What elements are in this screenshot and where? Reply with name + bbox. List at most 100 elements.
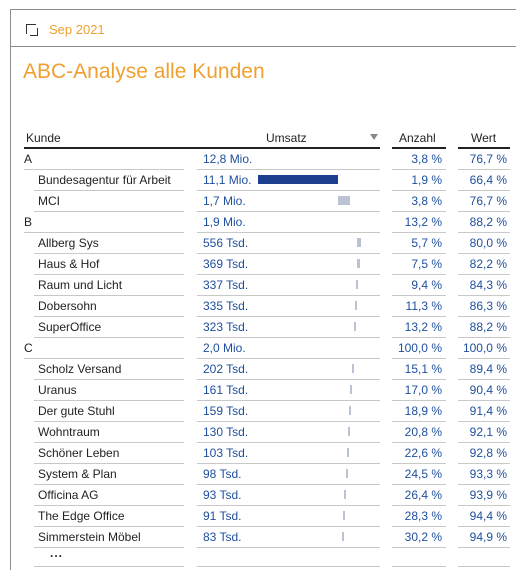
umsatz-cell: 1,9 Mio. xyxy=(197,212,380,233)
wert-value: 93,3 % xyxy=(469,467,507,481)
table-row[interactable]: Officina AG 93 Tsd. 26,4 % 93,9 % xyxy=(0,485,516,506)
group-row[interactable]: C 2,0 Mio. 100,0 % 100,0 % xyxy=(0,338,516,359)
wert-cell: 93,9 % xyxy=(458,485,510,506)
table-row[interactable]: Raum und Licht 337 Tsd. 9,4 % 84,3 % xyxy=(0,275,516,296)
group-row[interactable]: B 1,9 Mio. 13,2 % 88,2 % xyxy=(0,212,516,233)
customer-name: Bundesagentur für Arbeit xyxy=(38,173,171,187)
umsatz-value: 12,8 Mio. xyxy=(203,152,253,166)
umsatz-cell: 91 Tsd. xyxy=(197,506,380,527)
wert-value: 92,1 % xyxy=(469,425,507,439)
umsatz-value: 337 Tsd. xyxy=(203,278,249,292)
revenue-bar xyxy=(343,511,345,520)
customer-name: MCI xyxy=(38,194,60,208)
wert-value: 82,2 % xyxy=(469,257,507,271)
customer-name: Der gute Stuhl xyxy=(38,404,115,418)
column-header-umsatz[interactable]: Umsatz xyxy=(266,131,307,145)
group-row[interactable]: A 12,8 Mio. 3,8 % 76,7 % xyxy=(0,149,516,170)
umsatz-value: 335 Tsd. xyxy=(203,299,249,313)
table-row[interactable]: Dobersohn 335 Tsd. 11,3 % 86,3 % xyxy=(0,296,516,317)
frame-left-border xyxy=(10,9,11,570)
wert-value: 86,3 % xyxy=(469,299,507,313)
customer-name-cell: Haus & Hof xyxy=(34,254,184,275)
revenue-bar xyxy=(355,301,357,310)
group-name-cell: A xyxy=(24,149,184,170)
wert-value: 66,4 % xyxy=(469,173,507,187)
wert-value: 100,0 % xyxy=(462,341,507,355)
table-row[interactable]: The Edge Office 91 Tsd. 28,3 % 94,4 % xyxy=(0,506,516,527)
wert-cell: 82,2 % xyxy=(458,254,510,275)
umsatz-cell: 98 Tsd. xyxy=(197,464,380,485)
wert-cell: 94,4 % xyxy=(458,506,510,527)
umsatz-cell: 202 Tsd. xyxy=(197,359,380,380)
anzahl-cell: 15,1 % xyxy=(392,359,446,380)
group-name: B xyxy=(24,215,33,229)
umsatz-cell: 1,7 Mio. xyxy=(197,191,380,212)
anzahl-value: 9,4 % xyxy=(411,278,442,292)
umsatz-cell: 335 Tsd. xyxy=(197,296,380,317)
table-row[interactable]: Simmerstein Möbel 83 Tsd. 30,2 % 94,9 % xyxy=(0,527,516,548)
table-row[interactable]: Bundesagentur für Arbeit 11,1 Mio. 1,9 % 66… xyxy=(0,170,516,191)
expand-icon[interactable] xyxy=(26,23,38,36)
anzahl-value: 13,2 % xyxy=(404,320,442,334)
column-header-wert[interactable]: Wert xyxy=(471,131,497,145)
sort-descending-icon[interactable] xyxy=(370,134,378,140)
customer-name-cell: Scholz Versand xyxy=(34,359,184,380)
umsatz-value: 130 Tsd. xyxy=(203,425,249,439)
umsatz-value: 93 Tsd. xyxy=(203,488,242,502)
anzahl-value: 28,3 % xyxy=(404,509,442,523)
customer-name-cell: Allberg Sys xyxy=(34,233,184,254)
period-label[interactable]: Sep 2021 xyxy=(49,21,105,37)
wert-cell: 76,7 % xyxy=(458,191,510,212)
column-header-kunde[interactable]: Kunde xyxy=(26,131,61,145)
revenue-bar xyxy=(338,196,350,205)
anzahl-cell: 17,0 % xyxy=(392,380,446,401)
umsatz-value: 159 Tsd. xyxy=(203,404,249,418)
customer-name-cell: Schöner Leben xyxy=(34,443,184,464)
wert-value: 76,7 % xyxy=(469,194,507,208)
table-row[interactable]: Der gute Stuhl 159 Tsd. 18,9 % 91,4 % xyxy=(0,401,516,422)
wert-cell: 93,3 % xyxy=(458,464,510,485)
table-row[interactable]: Scholz Versand 202 Tsd. 15,1 % 89,4 % xyxy=(0,359,516,380)
table-row[interactable]: MCI 1,7 Mio. 3,8 % 76,7 % xyxy=(0,191,516,212)
header-underline xyxy=(458,147,510,149)
wert-cell: 80,0 % xyxy=(458,233,510,254)
table-row[interactable]: SuperOffice 323 Tsd. 13,2 % 88,2 % xyxy=(0,317,516,338)
wert-value: 94,4 % xyxy=(469,509,507,523)
customer-name: Raum und Licht xyxy=(38,278,123,292)
column-header-anzahl[interactable]: Anzahl xyxy=(399,131,436,145)
anzahl-cell: 22,6 % xyxy=(392,443,446,464)
anzahl-cell: 3,8 % xyxy=(392,149,446,170)
wert-value: 76,7 % xyxy=(469,152,507,166)
anzahl-value: 17,0 % xyxy=(404,383,442,397)
revenue-bar xyxy=(350,385,352,394)
customer-name-cell: Raum und Licht xyxy=(34,275,184,296)
umsatz-cell: 11,1 Mio. xyxy=(197,170,380,191)
anzahl-cell: 20,8 % xyxy=(392,422,446,443)
table-row[interactable]: Haus & Hof 369 Tsd. 7,5 % 82,2 % xyxy=(0,254,516,275)
revenue-bar xyxy=(347,448,349,457)
wert-cell: 100,0 % xyxy=(458,338,510,359)
table-bottom-rule xyxy=(34,566,184,567)
revenue-bar xyxy=(344,490,346,499)
anzahl-cell: 1,9 % xyxy=(392,170,446,191)
umsatz-cell: 103 Tsd. xyxy=(197,443,380,464)
table-row[interactable]: Schöner Leben 103 Tsd. 22,6 % 92,8 % xyxy=(0,443,516,464)
period-selector[interactable]: Sep 2021 xyxy=(26,21,105,37)
umsatz-value: 202 Tsd. xyxy=(203,362,249,376)
table-row[interactable]: System & Plan 98 Tsd. 24,5 % 93,3 % xyxy=(0,464,516,485)
wert-cell: 66,4 % xyxy=(458,170,510,191)
anzahl-value: 30,2 % xyxy=(404,530,442,544)
umsatz-cell: 556 Tsd. xyxy=(197,233,380,254)
anzahl-cell: 28,3 % xyxy=(392,506,446,527)
umsatz-value: 83 Tsd. xyxy=(203,530,242,544)
revenue-bar xyxy=(354,322,356,331)
table-row[interactable]: Uranus 161 Tsd. 17,0 % 90,4 % xyxy=(0,380,516,401)
revenue-bar xyxy=(356,280,358,289)
anzahl-value: 1,9 % xyxy=(411,173,442,187)
customer-name: Scholz Versand xyxy=(38,362,122,376)
anzahl-value: 15,1 % xyxy=(404,362,442,376)
customer-name-cell: Uranus xyxy=(34,380,184,401)
table-row[interactable]: Allberg Sys 556 Tsd. 5,7 % 80,0 % xyxy=(0,233,516,254)
anzahl-value: 7,5 % xyxy=(411,257,442,271)
table-row[interactable]: Wohntraum 130 Tsd. 20,8 % 92,1 % xyxy=(0,422,516,443)
